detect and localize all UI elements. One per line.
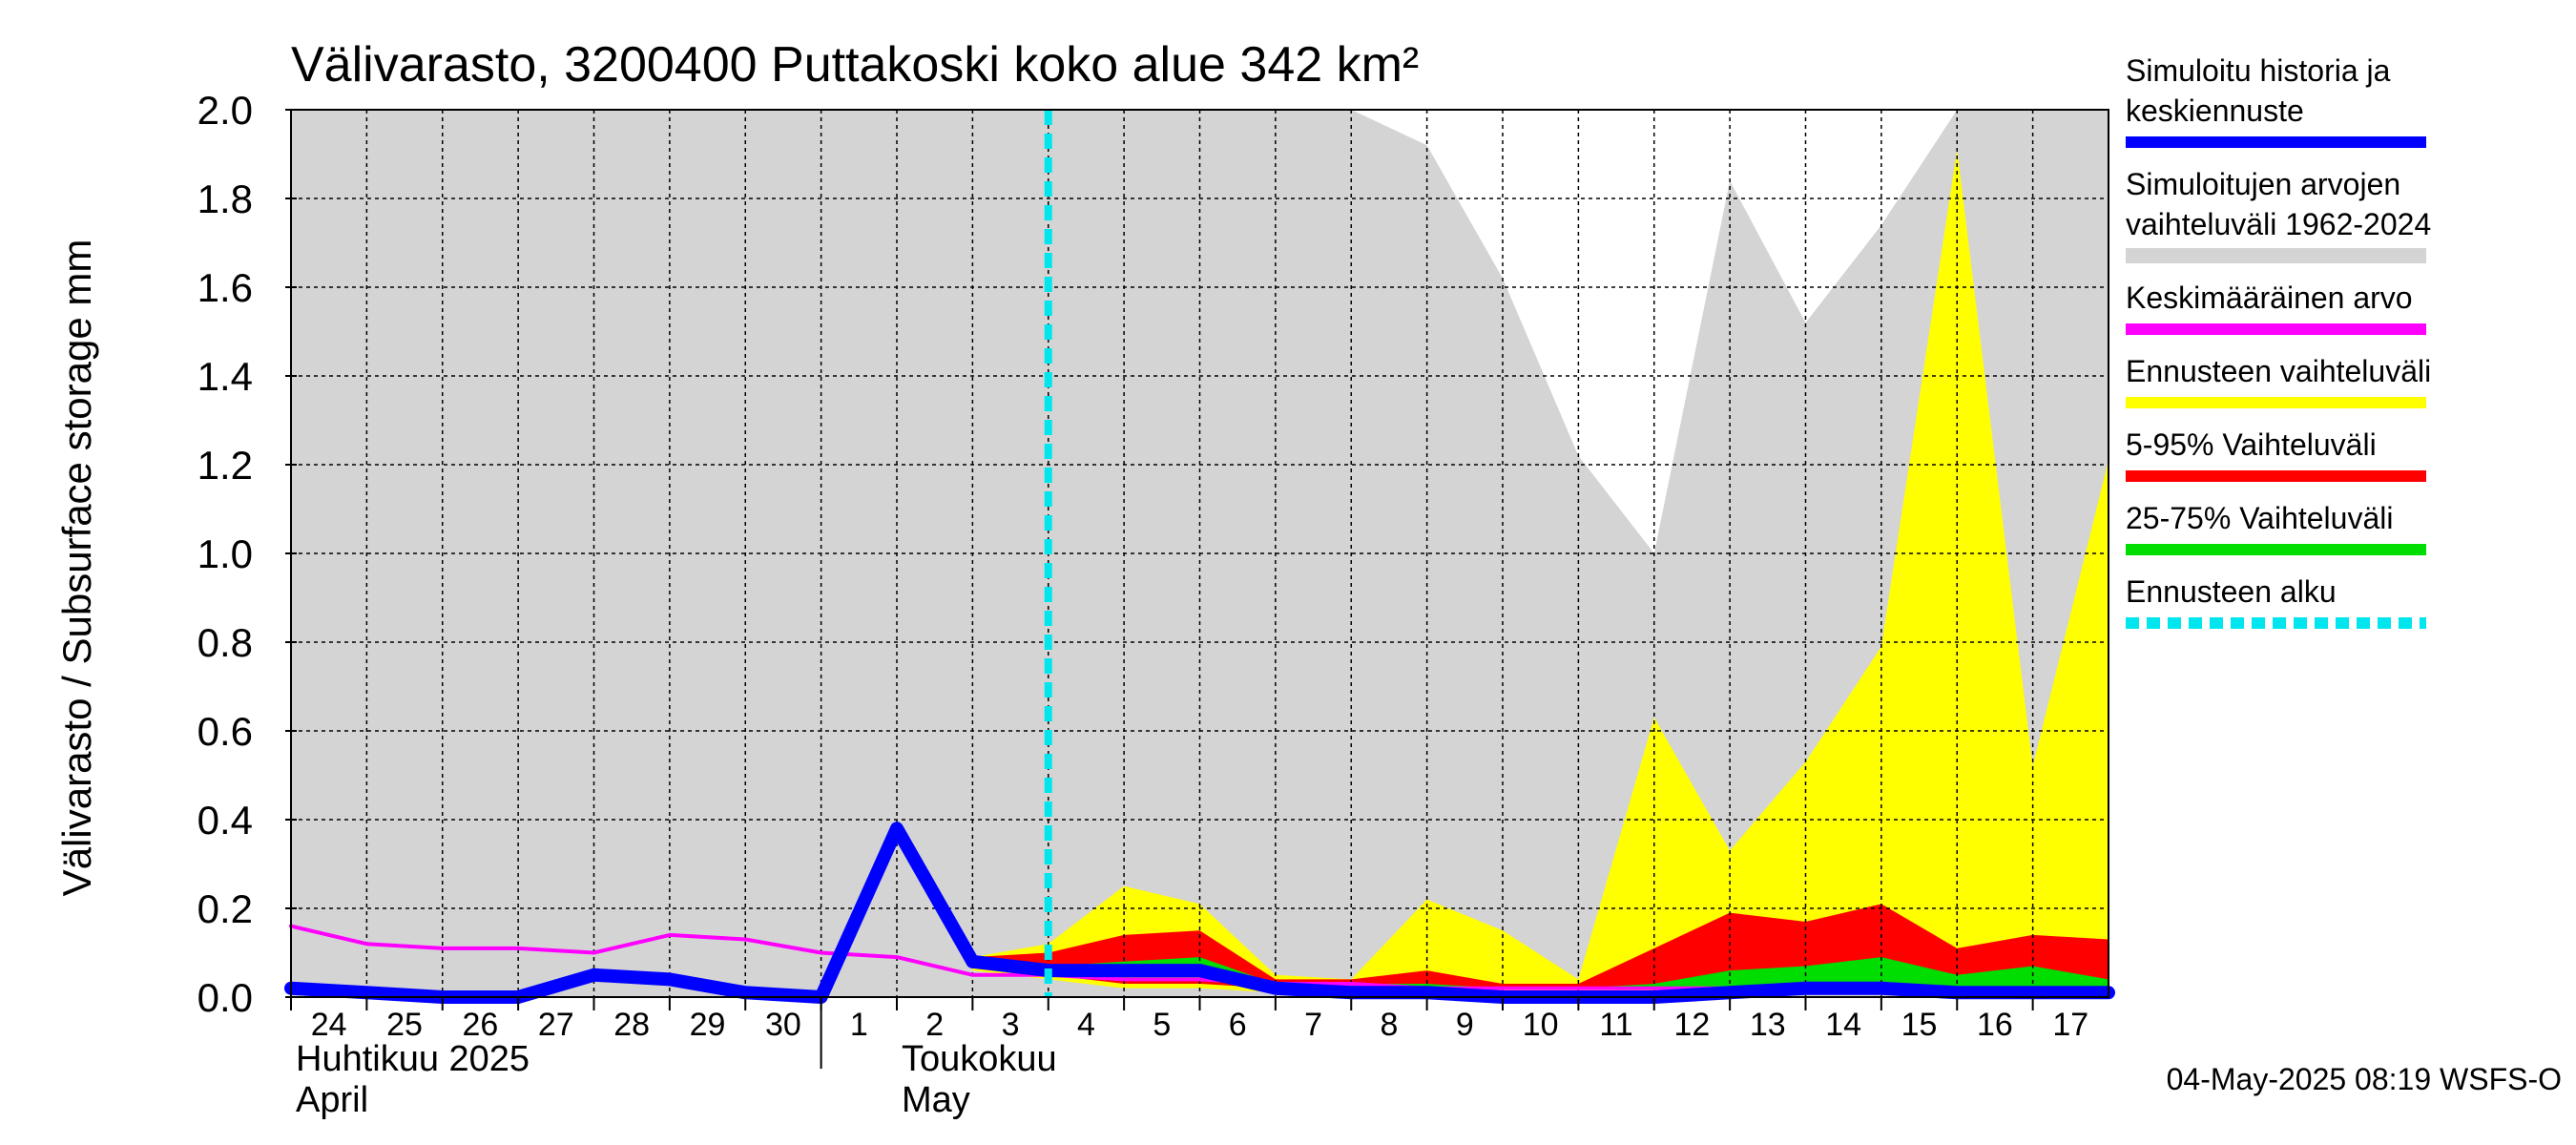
x-tick-label: 27	[538, 1007, 574, 1043]
y-axis-label: Välivarasto / Subsurface storage mm	[54, 239, 99, 897]
x-tick-label: 29	[690, 1007, 726, 1043]
x-tick-label: 8	[1380, 1007, 1398, 1043]
y-tick-label: 1.2	[197, 443, 253, 488]
legend-label-4: 5-95% Vaihteluväli	[2126, 427, 2377, 462]
x-tick-label: 6	[1229, 1007, 1247, 1043]
legend-label-0: keskiennuste	[2126, 94, 2304, 128]
x-tick-label: 4	[1077, 1007, 1095, 1043]
band-series-1	[972, 149, 2109, 993]
legend-label-3: Ennusteen vaihteluväli	[2126, 354, 2431, 388]
legend-label-1: Simuloitujen arvojen	[2126, 167, 2400, 201]
x-tick-label: 10	[1523, 1007, 1559, 1043]
x-tick-label: 28	[613, 1007, 650, 1043]
chart-title: Välivarasto, 3200400 Puttakoski koko alu…	[291, 37, 1419, 93]
x-tick-label: 16	[1977, 1007, 2013, 1043]
y-tick-label: 1.4	[197, 354, 253, 399]
x-tick-label: 2	[925, 1007, 944, 1043]
y-tick-label: 0.4	[197, 798, 253, 843]
x-tick-label: 12	[1674, 1007, 1711, 1043]
y-tick-label: 2.0	[197, 88, 253, 133]
legend-label-1: vaihteluväli 1962-2024	[2126, 207, 2431, 241]
x-tick-label: 1	[850, 1007, 868, 1043]
legend-label-6: Ennusteen alku	[2126, 574, 2337, 609]
line-series-5	[284, 822, 2115, 1004]
x-tick-label: 17	[2052, 1007, 2088, 1043]
plot-area	[284, 109, 2115, 1004]
y-tick-label: 0.0	[197, 975, 253, 1020]
x-tick-label: 7	[1304, 1007, 1322, 1043]
y-tick-label: 0.6	[197, 709, 253, 754]
x-tick-label: 26	[463, 1007, 499, 1043]
x-tick-label: 15	[1901, 1007, 1938, 1043]
x-tick-label: 11	[1599, 1007, 1632, 1043]
month-label-en: April	[296, 1080, 368, 1120]
x-axis: 24 25 26 27 28 29 30 1 2 3 4 5 6 7 8 9 10 11 12 13 14 15 16 17H…	[290, 997, 2088, 1120]
y-tick-label: 0.2	[197, 886, 253, 931]
y-tick-label: 1.0	[197, 531, 253, 576]
legend-label-0: Simuloitu historia ja	[2126, 53, 2391, 88]
x-tick-label: 9	[1456, 1007, 1474, 1043]
x-tick-label: 13	[1750, 1007, 1786, 1043]
month-label-fi: Huhtikuu 2025	[296, 1039, 530, 1079]
x-tick-label: 30	[765, 1007, 801, 1043]
y-tick-label: 1.6	[197, 265, 253, 310]
y-tick-label: 1.8	[197, 177, 253, 221]
x-tick-label: 3	[1002, 1007, 1020, 1043]
legend: Simuloitu historia ja keskiennuste Simuloi…	[2126, 53, 2431, 629]
y-tick-label: 0.8	[197, 620, 253, 665]
x-tick-label: 25	[386, 1007, 423, 1043]
month-label-fi: Toukokuu	[902, 1039, 1057, 1079]
month-label-en: May	[902, 1080, 970, 1120]
x-tick-label: 14	[1825, 1007, 1861, 1043]
legend-label-5: 25-75% Vaihteluväli	[2126, 501, 2393, 535]
footer-timestamp: 04-May-2025 08:19 WSFS-O	[2167, 1062, 2562, 1096]
x-tick-label: 24	[311, 1007, 347, 1043]
x-tick-label: 5	[1153, 1007, 1171, 1043]
y-axis: 0.0 0.2 0.4 0.6 0.8 1.0 1.2 1.4 1.6 1.8 2.0	[197, 88, 297, 1020]
legend-label-2: Keskimääräinen arvo	[2126, 281, 2413, 315]
